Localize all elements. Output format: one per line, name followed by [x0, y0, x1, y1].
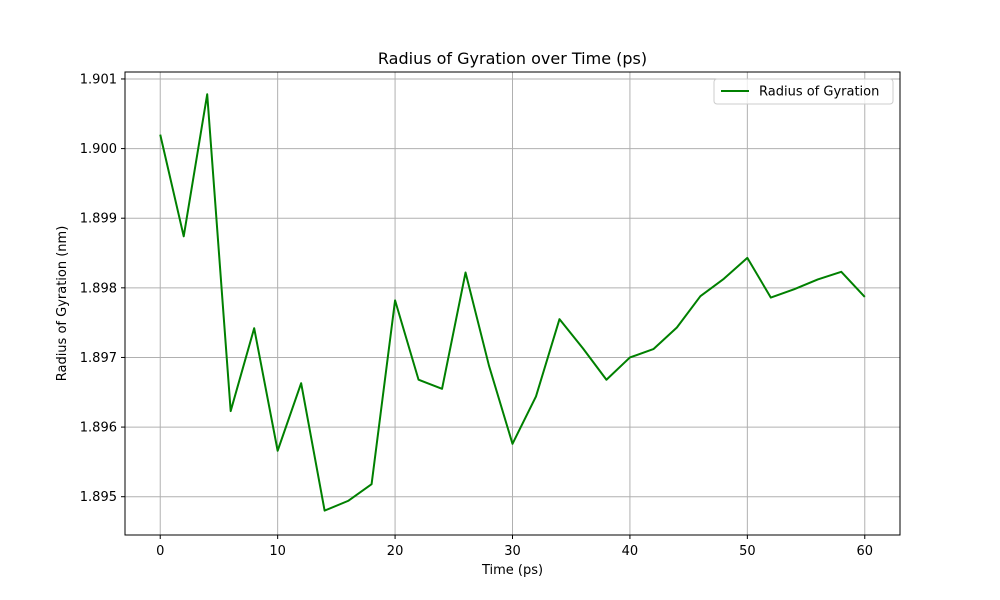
y-tick-label: 1.900: [80, 142, 117, 157]
data-point: [465, 272, 467, 274]
data-point: [605, 379, 607, 381]
x-axis: 0 10 20 30 40 50 60: [156, 535, 873, 559]
x-tick-label: 20: [387, 544, 404, 559]
data-point: [206, 93, 208, 95]
x-tick-label: 10: [269, 544, 286, 559]
y-axis: 1.895 1.896 1.897 1.898 1.899 1.900 1.901: [80, 72, 125, 505]
data-point: [183, 235, 185, 237]
data-point: [793, 288, 795, 290]
data-point: [512, 443, 514, 445]
data-point: [535, 395, 537, 397]
y-tick-label: 1.901: [80, 72, 117, 87]
y-axis-label: Radius of Gyration (nm): [55, 226, 70, 382]
data-point: [840, 271, 842, 273]
data-point: [699, 295, 701, 297]
legend: Radius of Gyration: [713, 78, 894, 105]
y-tick-label: 1.896: [80, 421, 117, 436]
data-point: [230, 410, 232, 412]
y-tick-label: 1.895: [80, 490, 117, 505]
data-point: [371, 483, 373, 485]
data-point: [441, 388, 443, 390]
data-point: [817, 278, 819, 280]
x-tick-label: 30: [504, 544, 521, 559]
data-point: [488, 365, 490, 367]
x-tick-label: 0: [156, 544, 164, 559]
data-point: [676, 327, 678, 329]
data-point: [652, 348, 654, 350]
x-tick-label: 60: [856, 544, 873, 559]
chart-title: Radius of Gyration over Time (ps): [378, 49, 647, 68]
data-point: [723, 278, 725, 280]
data-point: [629, 356, 631, 358]
y-tick-label: 1.897: [80, 351, 117, 366]
data-point: [300, 382, 302, 384]
x-tick-label: 50: [739, 544, 756, 559]
series-line: [159, 93, 866, 512]
data-point: [746, 257, 748, 259]
data-point: [347, 500, 349, 502]
grid: [125, 72, 900, 535]
y-tick-label: 1.899: [80, 212, 117, 227]
data-point: [324, 510, 326, 512]
data-point: [277, 450, 279, 452]
x-tick-label: 40: [622, 544, 639, 559]
data-point: [418, 379, 420, 381]
legend-label: Radius of Gyration: [759, 85, 879, 100]
data-point: [253, 327, 255, 329]
legend-box: [713, 78, 894, 105]
data-point: [394, 299, 396, 301]
x-axis-label: Time (ps): [481, 563, 543, 578]
y-tick-label: 1.898: [80, 281, 117, 296]
data-point: [864, 296, 866, 298]
data-point: [582, 347, 584, 349]
data-point: [558, 318, 560, 320]
series-layer: [159, 93, 866, 512]
data-point: [770, 297, 772, 299]
data-point: [159, 134, 161, 136]
